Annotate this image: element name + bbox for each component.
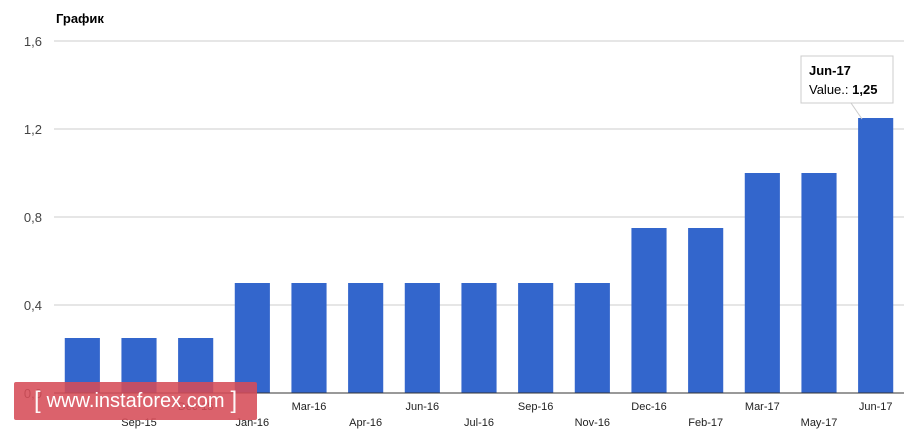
tooltip-value-line: Value.: 1,25	[809, 82, 877, 97]
x-tick-label: Mar-17	[745, 401, 780, 413]
watermark-text: www.instaforex.com	[46, 389, 225, 412]
bar[interactable]	[631, 228, 667, 393]
y-tick-label: 1,6	[24, 34, 42, 49]
x-tick-label: Jan-16	[236, 417, 270, 429]
watermark: [ www.instaforex.com ]	[14, 382, 258, 420]
bar[interactable]	[461, 283, 497, 393]
bar[interactable]	[234, 283, 270, 393]
x-tick-label: Jun-17	[859, 401, 893, 413]
tooltip-pointer	[850, 102, 863, 120]
tooltip: Jun-17 Value.: 1,25	[800, 55, 894, 120]
bar[interactable]	[291, 283, 327, 393]
x-tick-label: Feb-17	[688, 417, 723, 429]
watermark-right-bracket-icon: ]	[230, 387, 238, 414]
tooltip-value-label: Value.:	[809, 82, 849, 97]
x-tick-label: Mar-16	[292, 401, 327, 413]
tooltip-box	[800, 55, 894, 104]
x-tick-label: Sep-16	[518, 401, 553, 413]
x-tick-label: Jul-16	[464, 417, 494, 429]
x-tick-label: May-17	[801, 417, 838, 429]
tooltip-value: 1,25	[852, 82, 877, 97]
bar[interactable]	[348, 283, 384, 393]
bar[interactable]	[574, 283, 610, 393]
bar[interactable]	[744, 173, 780, 393]
y-tick-label: 0,8	[24, 210, 42, 225]
bar[interactable]	[801, 173, 837, 393]
y-tick-label: 0,4	[24, 298, 42, 313]
bar[interactable]	[858, 118, 894, 393]
x-tick-label: Apr-16	[349, 417, 382, 429]
bars[interactable]	[64, 118, 894, 393]
x-tick-label: Dec-16	[631, 401, 666, 413]
tooltip-category: Jun-17	[809, 63, 851, 78]
bar[interactable]	[404, 283, 440, 393]
bar[interactable]	[688, 228, 724, 393]
bar[interactable]	[518, 283, 554, 393]
x-tick-label: Nov-16	[575, 417, 610, 429]
watermark-left-bracket-icon: [	[34, 387, 41, 414]
y-axis-ticks: 0,00,40,81,21,6	[24, 34, 42, 401]
y-tick-label: 1,2	[24, 122, 42, 137]
x-tick-label: Sep-15	[121, 417, 156, 429]
x-tick-label: Jun-16	[406, 401, 440, 413]
chart-title: График	[56, 11, 104, 26]
